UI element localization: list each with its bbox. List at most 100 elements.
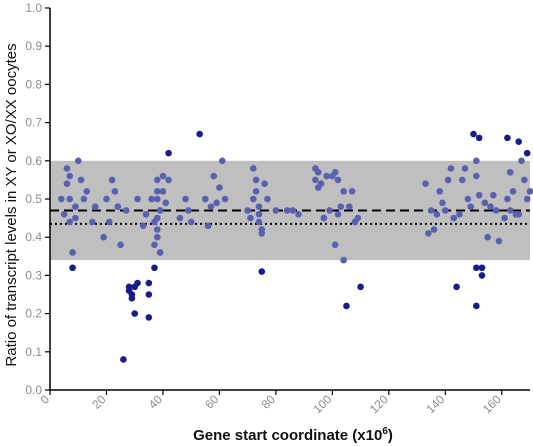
y-tick-label-6: 0.6 (25, 154, 42, 168)
data-point-133 (478, 272, 486, 279)
data-point-110 (425, 230, 432, 237)
data-point-144 (506, 168, 514, 176)
data-point-0 (57, 195, 65, 203)
tick-labels-layer: 0.00.10.20.30.40.50.60.70.80.91.00 20 40 60… (25, 1, 504, 416)
data-point-74 (252, 188, 260, 195)
data-point-111 (427, 207, 435, 214)
data-point-134 (478, 264, 486, 272)
x-axis-title-main: Gene start coordinate (x10 (193, 427, 382, 444)
data-point-103 (343, 302, 350, 310)
data-point-60 (196, 130, 203, 138)
data-points-layer (57, 130, 533, 363)
data-point-10 (72, 203, 79, 210)
data-point-148 (515, 210, 523, 218)
data-point-9 (72, 214, 79, 222)
y-tick-label-3: 0.3 (25, 268, 42, 282)
data-point-119 (450, 214, 458, 222)
data-point-151 (521, 176, 528, 184)
data-point-2 (63, 180, 71, 188)
data-point-138 (489, 191, 497, 199)
data-point-152 (523, 195, 531, 203)
data-point-142 (504, 195, 511, 203)
data-point-47 (153, 226, 161, 233)
data-point-19 (105, 218, 113, 226)
data-point-98 (334, 176, 342, 184)
data-point-97 (331, 168, 339, 176)
data-point-51 (159, 172, 167, 180)
data-point-127 (473, 157, 480, 165)
data-point-23 (117, 241, 124, 249)
data-point-18 (103, 195, 110, 203)
data-point-114 (436, 188, 443, 195)
data-point-5 (66, 195, 74, 203)
data-point-49 (156, 249, 164, 256)
x-tick-label-5: 100 (310, 392, 334, 416)
data-point-108 (357, 283, 364, 291)
y-tick-label-7: 0.7 (25, 116, 42, 130)
data-point-24 (120, 356, 127, 363)
data-point-65 (213, 199, 220, 207)
data-point-82 (264, 195, 271, 203)
data-point-76 (255, 210, 263, 218)
data-point-33 (134, 195, 141, 203)
data-point-126 (470, 130, 477, 138)
data-point-45 (153, 195, 161, 203)
data-point-90 (314, 168, 322, 176)
data-point-116 (441, 207, 449, 214)
data-point-136 (484, 233, 491, 241)
data-point-41 (151, 241, 158, 249)
data-point-14 (83, 188, 91, 195)
x-tick-label-8: 160 (480, 392, 504, 416)
data-point-46 (153, 214, 161, 222)
data-point-109 (422, 180, 429, 188)
data-point-84 (283, 207, 291, 214)
data-point-145 (506, 207, 514, 214)
data-point-38 (145, 314, 153, 321)
data-point-12 (77, 176, 85, 184)
data-point-55 (165, 176, 172, 184)
data-point-153 (523, 149, 531, 157)
data-point-27 (125, 283, 133, 291)
data-point-37 (145, 291, 153, 298)
data-point-141 (501, 214, 508, 222)
data-point-36 (145, 279, 153, 287)
data-point-122 (458, 176, 466, 184)
data-point-17 (100, 233, 107, 241)
y-tick-label-1: 0.1 (25, 345, 42, 359)
data-point-81 (261, 180, 268, 188)
data-point-54 (165, 149, 172, 157)
data-point-150 (518, 157, 525, 165)
data-point-62 (204, 222, 212, 230)
data-point-146 (509, 188, 517, 195)
data-point-16 (91, 203, 99, 210)
data-point-92 (320, 214, 328, 222)
y-tick-label-10: 1.0 (25, 1, 42, 15)
data-point-88 (312, 176, 319, 184)
data-point-70 (247, 214, 254, 222)
data-point-125 (467, 203, 475, 210)
data-point-42 (151, 264, 158, 272)
data-point-29 (128, 291, 136, 298)
data-point-8 (69, 264, 76, 272)
data-point-128 (473, 172, 480, 180)
data-point-21 (111, 188, 119, 195)
data-point-69 (244, 207, 251, 214)
data-point-115 (439, 199, 446, 207)
data-point-44 (153, 188, 161, 195)
data-point-56 (176, 214, 184, 222)
data-point-77 (255, 218, 263, 226)
data-point-75 (255, 203, 263, 210)
data-point-143 (504, 134, 511, 142)
data-point-99 (334, 210, 342, 218)
data-point-20 (108, 176, 116, 184)
data-point-113 (433, 210, 441, 218)
data-point-7 (69, 249, 76, 256)
data-point-53 (162, 199, 170, 207)
data-point-121 (456, 210, 463, 218)
data-point-3 (63, 165, 71, 172)
y-tick-label-0: 0.0 (25, 383, 42, 397)
data-point-63 (207, 203, 215, 210)
data-point-93 (323, 172, 331, 180)
data-point-57 (182, 195, 189, 203)
